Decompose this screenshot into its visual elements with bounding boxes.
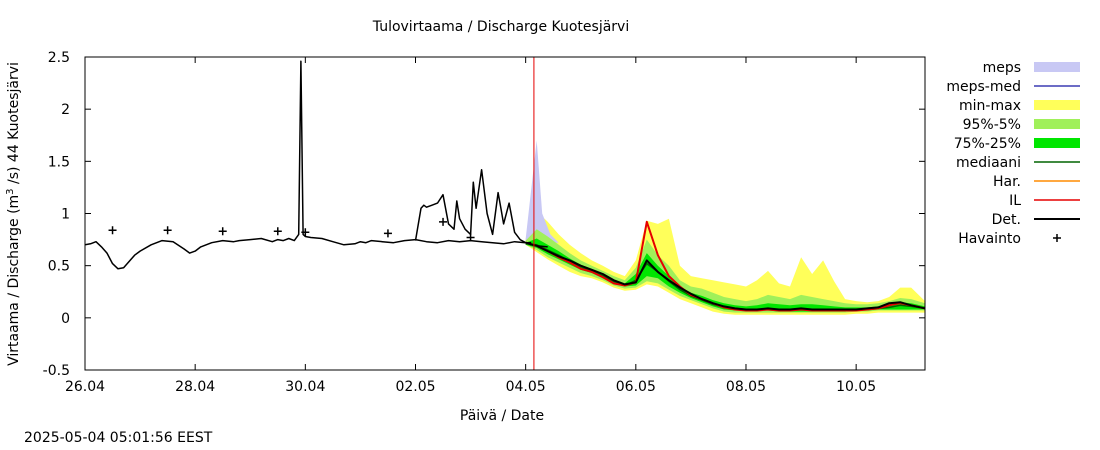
legend-swatch: [1053, 234, 1061, 242]
x-tick-label: 28.04: [175, 379, 215, 395]
observation-marker: [466, 233, 475, 242]
observation-marker: [301, 228, 310, 237]
legend-label: Det.: [992, 212, 1021, 228]
x-tick-label: 08.05: [726, 379, 766, 395]
line-observed: [85, 60, 532, 270]
legend-label: Havainto: [958, 231, 1021, 247]
y-tick-label: 2: [61, 102, 70, 118]
y-axis-label: Virtaama / Discharge (m3 /s) 44 Kuotesjä…: [5, 62, 23, 366]
legend: meps meps-med min-max 95%-5% 75%-25% mediaani…: [946, 60, 1080, 247]
x-tick-label: 10.05: [836, 379, 876, 395]
chart-title: Tulovirtaama / Discharge Kuotesjärvi: [372, 19, 629, 35]
legend-label: Har.: [993, 174, 1021, 190]
legend-label: mediaani: [956, 155, 1021, 171]
legend-label: min-max: [959, 98, 1021, 114]
y-axis-label-sup: 3: [5, 188, 16, 194]
svg-text:Virtaama / Discharge (m3 /s): Virtaama / Discharge (m3 /s) 44 Kuotesjä…: [5, 62, 23, 366]
legend-swatch: [1034, 138, 1080, 148]
observation-marker: [218, 227, 227, 236]
legend-label: meps: [983, 60, 1021, 76]
x-tick-label: 26.04: [65, 379, 105, 395]
observation-marker: [383, 229, 392, 238]
observation-marker: [273, 227, 282, 236]
legend-label: IL: [1009, 193, 1021, 209]
y-tick-label: 0.5: [48, 259, 70, 275]
generated-timestamp: 2025-05-04 05:01:56 EEST: [24, 430, 213, 446]
observation-marker: [439, 217, 448, 226]
band-min-max: [525, 211, 925, 315]
x-tick-label: 06.05: [616, 379, 656, 395]
x-tick-label: 04.05: [506, 379, 546, 395]
legend-swatch: [1034, 62, 1080, 72]
plot-frame: [84, 56, 926, 371]
legend-label: 75%-25%: [954, 136, 1021, 152]
x-axis-label: Päivä / Date: [460, 408, 544, 424]
x-tick-label: 02.05: [395, 379, 435, 395]
y-tick-label: 1.5: [48, 154, 70, 170]
observation-marker: [163, 226, 172, 235]
y-axis-label-suffix: /s) 44 Kuotesjärvi: [6, 62, 22, 188]
legend-label: 95%-5%: [963, 117, 1021, 133]
x-tick-label: 30.04: [285, 379, 325, 395]
observation-marker: [108, 226, 117, 235]
legend-swatch: [1034, 100, 1080, 110]
line-det: [525, 241, 925, 311]
legend-label: meps-med: [946, 79, 1021, 95]
plot-content: [85, 57, 925, 370]
y-tick-label: 0: [61, 311, 70, 327]
line-observed-late: [414, 168, 548, 248]
y-axis-label-prefix: Virtaama / Discharge (m: [6, 195, 22, 366]
y-tick-label: 2.5: [48, 50, 70, 66]
plot-area: -0.5 0 0.5 1 1.5 2 2.5 26.04 28.04 30.04 02.05 04.0…: [43, 50, 926, 395]
y-tick-label: 1: [61, 207, 70, 223]
legend-swatch: [1034, 119, 1080, 129]
y-tick-label: -0.5: [43, 363, 70, 379]
